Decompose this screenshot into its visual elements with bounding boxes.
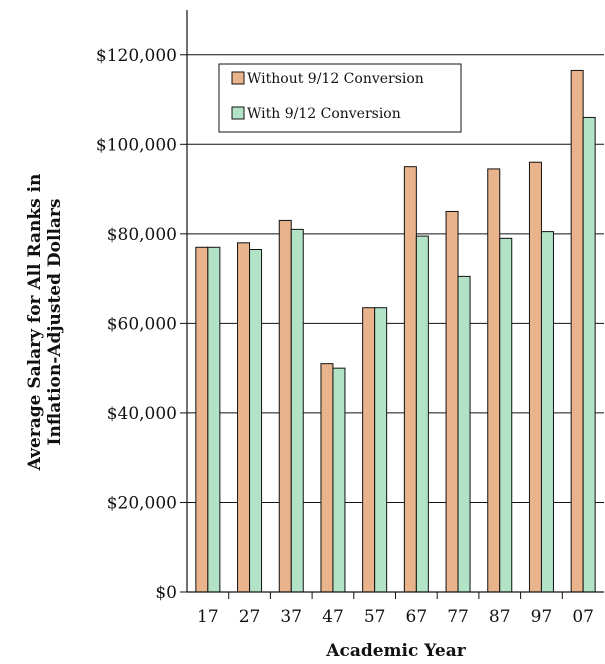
- bar-without-conversion-57: [362, 307, 376, 593]
- x-tick-label: 97: [531, 607, 553, 627]
- bar-with-conversion-57: [374, 307, 388, 593]
- bar-without-conversion-17: [195, 246, 209, 593]
- x-tick-label: 07: [572, 607, 594, 627]
- bar-with-conversion-67: [415, 235, 429, 593]
- legend-swatch-without-conversion: [231, 71, 245, 85]
- bar-with-conversion-87: [499, 237, 513, 593]
- bar-without-conversion-97: [528, 161, 542, 593]
- bar-without-conversion-47: [320, 363, 334, 593]
- y-tick-label: $80,000: [107, 225, 177, 245]
- y-axis-title-line-1: Average Salary for All Ranks in: [25, 174, 45, 472]
- x-tick-label: 67: [406, 607, 428, 627]
- legend-label-with-conversion: With 9/12 Conversion: [247, 106, 401, 122]
- bar-without-conversion-87: [487, 168, 501, 593]
- bars: [195, 69, 596, 593]
- x-tick-label: 57: [364, 607, 386, 627]
- x-tick-label: 77: [447, 607, 469, 627]
- bar-without-conversion-07: [570, 69, 584, 593]
- bar-with-conversion-37: [290, 228, 304, 593]
- legend-box: [218, 63, 462, 133]
- legend: Without 9/12 Conversion With 9/12 Conver…: [218, 63, 462, 133]
- y-tick-label: $40,000: [107, 404, 177, 424]
- x-tick-labels: 17 27 37 47 57 67 77 87 97 07: [197, 592, 594, 627]
- bar-without-conversion-27: [237, 242, 251, 593]
- y-tick-labels: $0 $20,000 $40,000 $60,000 $80,000 $100,000 $1…: [96, 46, 187, 603]
- y-axis-title-line-2: Inflation-Adjusted Dollars: [45, 199, 65, 446]
- bar-without-conversion-77: [445, 210, 459, 593]
- y-axis-title: Average Salary for All Ranks in Inflatio…: [25, 174, 65, 472]
- x-tick-label: 17: [197, 607, 219, 627]
- bar-with-conversion-77: [457, 275, 471, 593]
- bar-without-conversion-67: [403, 166, 417, 593]
- legend-swatch-with-conversion: [231, 106, 245, 120]
- bar-with-conversion-97: [540, 231, 554, 593]
- y-tick-label: $120,000: [96, 46, 177, 66]
- x-tick-label: 27: [239, 607, 261, 627]
- x-tick-label: 37: [280, 607, 302, 627]
- bar-with-conversion-07: [582, 116, 596, 593]
- y-tick-label: $100,000: [96, 135, 177, 155]
- bar-with-conversion-47: [332, 367, 346, 593]
- bar-with-conversion-27: [249, 249, 263, 593]
- bar-without-conversion-37: [278, 219, 292, 593]
- y-tick-label: $60,000: [107, 314, 177, 334]
- x-axis-title: Academic Year: [325, 641, 466, 661]
- x-tick-label: 87: [489, 607, 511, 627]
- y-tick-label: $0: [155, 583, 177, 603]
- x-tick-label: 47: [322, 607, 344, 627]
- y-tick-label: $20,000: [107, 493, 177, 513]
- legend-label-without-conversion: Without 9/12 Conversion: [247, 71, 424, 87]
- bar-with-conversion-17: [207, 246, 221, 593]
